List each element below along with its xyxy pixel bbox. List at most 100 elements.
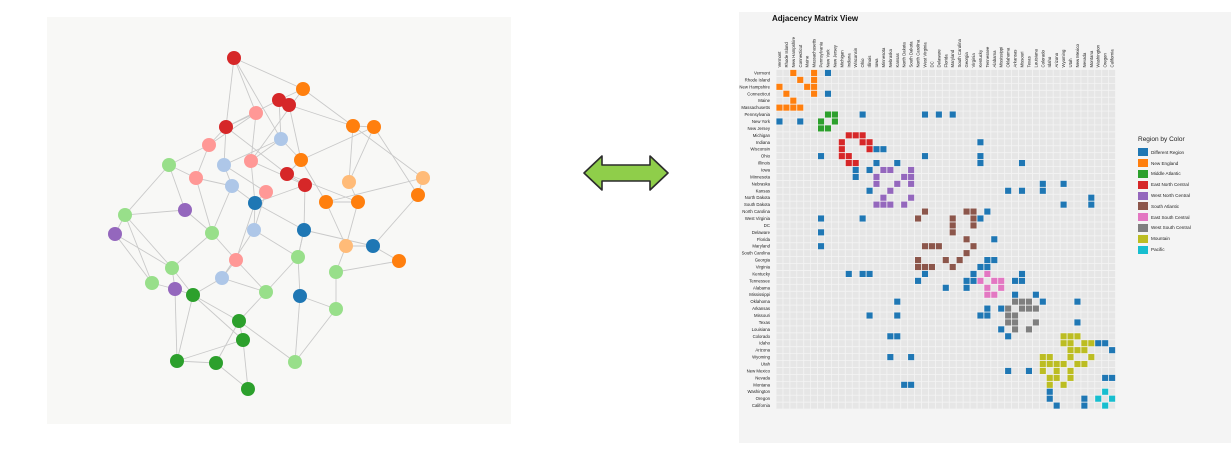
matrix-cell[interactable] bbox=[776, 312, 783, 319]
matrix-cell[interactable] bbox=[1109, 146, 1116, 153]
matrix-cell[interactable] bbox=[783, 159, 790, 167]
matrix-cell[interactable] bbox=[1053, 208, 1060, 215]
matrix-cell[interactable] bbox=[1018, 347, 1026, 354]
matrix-cell[interactable] bbox=[790, 347, 797, 354]
matrix-cell[interactable] bbox=[831, 402, 838, 409]
matrix-cell[interactable] bbox=[984, 118, 991, 125]
matrix-cell[interactable] bbox=[845, 215, 852, 222]
matrix-cell[interactable] bbox=[804, 229, 811, 236]
matrix-cell[interactable] bbox=[1067, 374, 1074, 381]
matrix-cell[interactable] bbox=[956, 298, 963, 305]
matrix-cell[interactable] bbox=[901, 97, 908, 104]
matrix-cell[interactable] bbox=[963, 263, 970, 271]
matrix-cell[interactable] bbox=[804, 97, 811, 104]
matrix-cell[interactable] bbox=[1046, 305, 1053, 312]
matrix-cell[interactable] bbox=[1060, 388, 1067, 395]
matrix-cell[interactable] bbox=[991, 291, 998, 298]
matrix-cell[interactable] bbox=[984, 257, 991, 264]
matrix-cell[interactable] bbox=[838, 83, 845, 90]
matrix-cell[interactable] bbox=[991, 257, 998, 264]
matrix-cell[interactable] bbox=[776, 180, 783, 187]
matrix-cell[interactable] bbox=[1102, 76, 1109, 83]
matrix-cell[interactable] bbox=[831, 243, 838, 250]
matrix-cell[interactable] bbox=[1005, 194, 1012, 201]
matrix-cell[interactable] bbox=[928, 395, 935, 402]
matrix-cell[interactable] bbox=[838, 243, 845, 250]
matrix-cell[interactable] bbox=[1005, 291, 1012, 298]
matrix-cell[interactable] bbox=[1109, 326, 1116, 333]
matrix-cell[interactable] bbox=[949, 173, 956, 180]
matrix-cell[interactable] bbox=[797, 118, 804, 125]
matrix-cell[interactable] bbox=[811, 347, 818, 354]
matrix-cell[interactable] bbox=[1102, 263, 1109, 271]
matrix-cell[interactable] bbox=[998, 305, 1005, 312]
matrix-cell[interactable] bbox=[790, 222, 797, 229]
matrix-cell[interactable] bbox=[804, 187, 811, 194]
matrix-cell[interactable] bbox=[956, 118, 963, 125]
matrix-cell[interactable] bbox=[970, 340, 977, 347]
matrix-cell[interactable] bbox=[1046, 118, 1053, 125]
matrix-cell[interactable] bbox=[1025, 367, 1033, 375]
matrix-cell[interactable] bbox=[1039, 360, 1046, 368]
matrix-cell[interactable] bbox=[1053, 243, 1060, 250]
matrix-cell[interactable] bbox=[783, 367, 790, 375]
matrix-cell[interactable] bbox=[984, 312, 991, 319]
graph-node[interactable] bbox=[162, 158, 176, 172]
matrix-cell[interactable] bbox=[1109, 208, 1116, 215]
matrix-cell[interactable] bbox=[811, 229, 818, 236]
matrix-cell[interactable] bbox=[963, 333, 970, 340]
matrix-cell[interactable] bbox=[1095, 367, 1102, 375]
matrix-cell[interactable] bbox=[935, 173, 942, 180]
graph-node[interactable] bbox=[351, 195, 365, 209]
matrix-cell[interactable] bbox=[859, 83, 866, 90]
matrix-cell[interactable] bbox=[998, 146, 1005, 153]
matrix-cell[interactable] bbox=[824, 236, 832, 243]
matrix-cell[interactable] bbox=[790, 208, 797, 215]
matrix-cell[interactable] bbox=[998, 236, 1005, 243]
matrix-cell[interactable] bbox=[783, 173, 790, 180]
matrix-cell[interactable] bbox=[776, 173, 783, 180]
matrix-cell[interactable] bbox=[991, 166, 998, 174]
matrix-cell[interactable] bbox=[977, 305, 984, 312]
matrix-cell[interactable] bbox=[797, 402, 804, 409]
matrix-cell[interactable] bbox=[977, 97, 984, 104]
matrix-cell[interactable] bbox=[824, 104, 832, 111]
matrix-cell[interactable] bbox=[783, 243, 790, 250]
matrix-cell[interactable] bbox=[908, 139, 915, 146]
matrix-cell[interactable] bbox=[1032, 402, 1039, 409]
matrix-cell[interactable] bbox=[935, 250, 942, 257]
matrix-cell[interactable] bbox=[915, 153, 922, 160]
matrix-cell[interactable] bbox=[991, 69, 998, 77]
matrix-cell[interactable] bbox=[1067, 305, 1074, 312]
matrix-cell[interactable] bbox=[811, 118, 818, 125]
matrix-cell[interactable] bbox=[804, 395, 811, 402]
matrix-cell[interactable] bbox=[880, 83, 887, 90]
matrix-cell[interactable] bbox=[880, 173, 887, 180]
matrix-cell[interactable] bbox=[921, 360, 929, 368]
matrix-cell[interactable] bbox=[1109, 159, 1116, 167]
matrix-cell[interactable] bbox=[887, 187, 894, 194]
matrix-cell[interactable] bbox=[887, 104, 894, 111]
matrix-cell[interactable] bbox=[859, 284, 866, 291]
matrix-cell[interactable] bbox=[956, 76, 963, 83]
matrix-cell[interactable] bbox=[1053, 347, 1060, 354]
matrix-cell[interactable] bbox=[804, 90, 811, 97]
matrix-cell[interactable] bbox=[804, 388, 811, 395]
matrix-cell[interactable] bbox=[880, 263, 887, 271]
matrix-cell[interactable] bbox=[1005, 250, 1012, 257]
matrix-cell[interactable] bbox=[776, 166, 783, 174]
matrix-cell[interactable] bbox=[797, 388, 804, 395]
matrix-cell[interactable] bbox=[776, 340, 783, 347]
matrix-cell[interactable] bbox=[1109, 270, 1116, 277]
matrix-cell[interactable] bbox=[838, 250, 845, 257]
matrix-cell[interactable] bbox=[1074, 354, 1081, 361]
matrix-cell[interactable] bbox=[1012, 381, 1019, 388]
matrix-cell[interactable] bbox=[1046, 374, 1053, 381]
matrix-cell[interactable] bbox=[1012, 243, 1019, 250]
matrix-cell[interactable] bbox=[935, 236, 942, 243]
matrix-cell[interactable] bbox=[866, 90, 873, 97]
matrix-cell[interactable] bbox=[831, 319, 838, 326]
matrix-cell[interactable] bbox=[859, 153, 866, 160]
matrix-cell[interactable] bbox=[977, 381, 984, 388]
matrix-cell[interactable] bbox=[776, 250, 783, 257]
